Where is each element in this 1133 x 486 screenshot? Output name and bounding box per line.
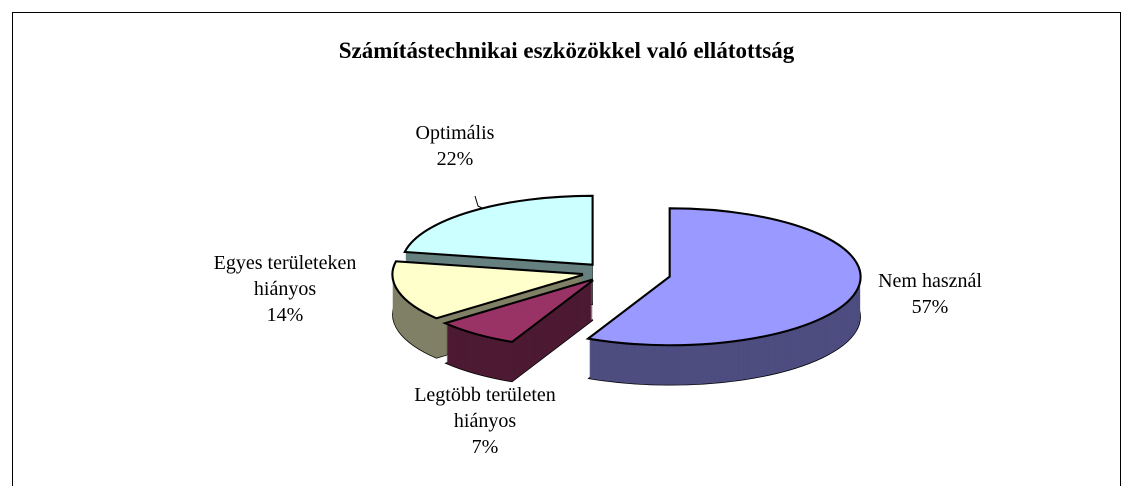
chart-title: Számítástechnikai eszközökkel való ellát…: [338, 38, 795, 63]
slice-top-outline: [444, 279, 594, 343]
data-label: Legtöbb területen hiányos 7%: [385, 382, 585, 460]
data-label-name: Optimális: [415, 122, 495, 144]
slice-top: [589, 208, 861, 345]
slice-top: [405, 196, 593, 265]
slice-top-outline: [392, 261, 584, 319]
data-label-value: 57%: [911, 296, 949, 318]
data-label: Nem használ 57%: [830, 268, 1030, 320]
data-label-name: Legtöbb területen hiányos: [414, 384, 556, 432]
slice: [585, 207, 862, 386]
frame: [12, 12, 1121, 486]
data-label-value: 14%: [266, 304, 304, 326]
slice-top: [392, 261, 583, 318]
slice-top-outline: [587, 208, 861, 346]
slice-top-outline: [404, 195, 593, 265]
data-label-value: 22%: [436, 148, 474, 170]
data-label-name: Egyes területeken hiányos: [213, 252, 357, 300]
slice-top: [446, 279, 593, 342]
data-label: Optimális 22%: [355, 120, 555, 172]
data-label-value: 7%: [471, 436, 499, 458]
data-label-name: Nem használ: [878, 270, 982, 292]
slice: [442, 278, 594, 383]
data-label: Egyes területeken hiányos 14%: [185, 250, 385, 328]
